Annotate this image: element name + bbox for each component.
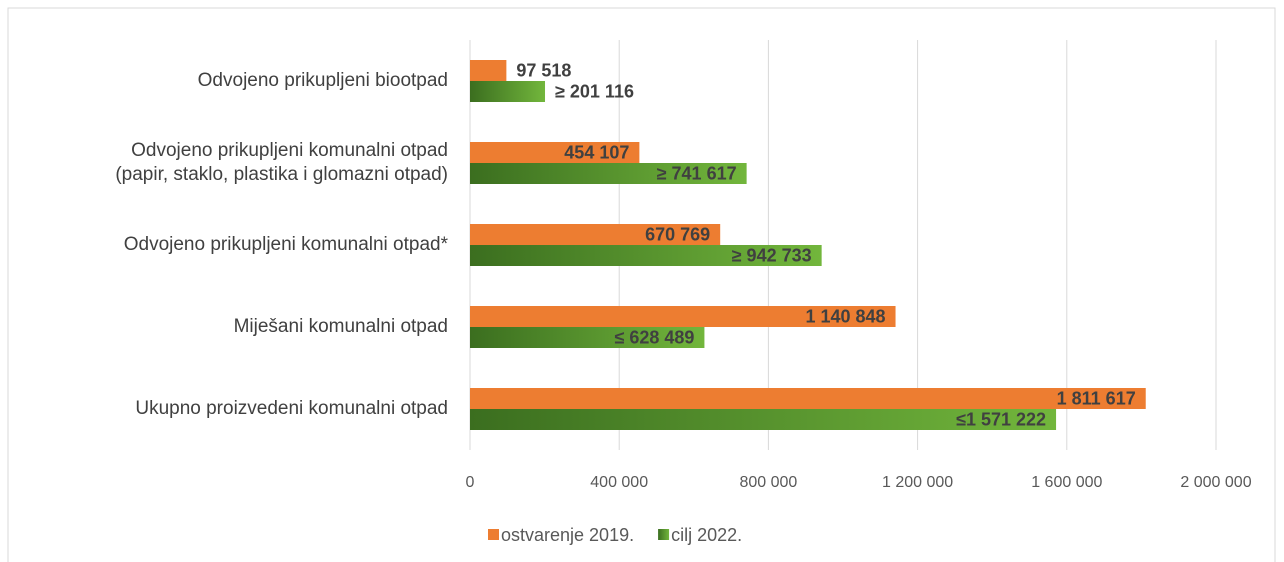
- bar: [470, 224, 721, 245]
- bar: [470, 142, 640, 163]
- bar: [470, 163, 747, 184]
- x-tick-label: 800 000: [739, 474, 797, 491]
- bar: [470, 306, 896, 327]
- legend-swatch: [658, 529, 670, 540]
- legend-label: cilj 2022.: [671, 525, 742, 545]
- value-label: 454 107: [564, 142, 629, 162]
- bar: [470, 409, 1057, 430]
- value-label: ≤1 571 222: [956, 409, 1046, 429]
- value-label: ≥ 942 733: [732, 245, 812, 265]
- x-tick-label: 0: [466, 474, 475, 491]
- bar: [470, 327, 705, 348]
- category-label: Odvojeno prikupljeni biootpad: [197, 70, 448, 91]
- category-label: Miješani komunalni otpad: [233, 316, 448, 337]
- value-label: 1 140 848: [805, 306, 885, 326]
- bar: [470, 245, 822, 266]
- value-label: 1 811 617: [1057, 388, 1136, 408]
- value-label: ≥ 741 617: [657, 163, 737, 183]
- bar: [470, 388, 1146, 409]
- category-label: Ukupno proizvedeni komunalni otpad: [135, 398, 448, 419]
- bar: [470, 81, 546, 102]
- value-label: 670 769: [645, 224, 710, 244]
- x-tick-label: 1 600 000: [1031, 474, 1102, 491]
- legend-swatch: [488, 529, 499, 540]
- bar: [470, 60, 507, 81]
- x-tick-label: 1 200 000: [882, 474, 953, 491]
- value-label: ≥ 201 116: [555, 81, 634, 101]
- x-tick-label: 2 000 000: [1180, 474, 1251, 491]
- value-label: 97 518: [516, 60, 571, 80]
- category-label: Odvojeno prikupljeni komunalni otpad (pa…: [115, 140, 448, 185]
- category-label: Odvojeno prikupljeni komunalni otpad*: [123, 234, 448, 255]
- value-label: ≤ 628 489: [614, 327, 694, 347]
- chart-frame: [7, 7, 1276, 562]
- x-tick-label: 400 000: [590, 474, 648, 491]
- legend-label: ostvarenje 2019.: [501, 525, 634, 545]
